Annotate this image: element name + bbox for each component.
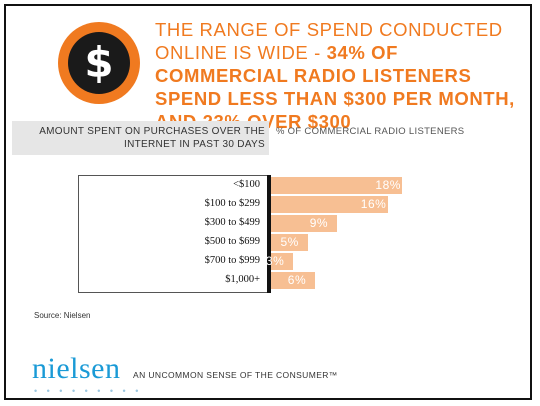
- value-label: 9%: [309, 216, 329, 230]
- bar: [271, 272, 315, 289]
- category-label: $500 to $699: [204, 236, 260, 247]
- bar: [271, 253, 293, 270]
- bar: [271, 177, 403, 194]
- category-label: <$100: [233, 179, 260, 190]
- headline: THE RANGE OF SPEND CONDUCTED ONLINE IS W…: [155, 18, 525, 133]
- value-label: 18%: [375, 178, 401, 192]
- bar: [271, 196, 388, 213]
- axis-line: [267, 175, 271, 293]
- value-axis-label: % OF COMMERCIAL RADIO LISTENERS: [276, 126, 465, 137]
- nielsen-logo: nielsen: [32, 352, 121, 385]
- headline-light: THE RANGE OF SPEND CONDUCTED ONLINE IS W…: [155, 19, 503, 63]
- dollar-badge-icon: $: [58, 22, 140, 104]
- value-label: 16%: [360, 197, 387, 211]
- category-label: $1,000+: [225, 274, 260, 285]
- dollar-sign-icon: $: [68, 32, 130, 94]
- category-label: $100 to $299: [204, 198, 260, 209]
- category-label: $300 to $499: [204, 217, 260, 228]
- source-note: Source: Nielsen: [34, 311, 91, 320]
- value-label: 3%: [265, 254, 285, 268]
- category-label: $700 to $999: [204, 255, 260, 266]
- bar: [271, 215, 337, 232]
- value-label: 6%: [287, 273, 307, 287]
- tagline: AN UNCOMMON SENSE OF THE CONSUMER™: [133, 370, 338, 380]
- bar: [271, 234, 308, 251]
- logo-dots: • • • • • • • • •: [34, 386, 142, 396]
- value-label: 5%: [280, 235, 299, 249]
- question-label: AMOUNT SPENT ON PURCHASES OVER THE INTER…: [12, 121, 269, 155]
